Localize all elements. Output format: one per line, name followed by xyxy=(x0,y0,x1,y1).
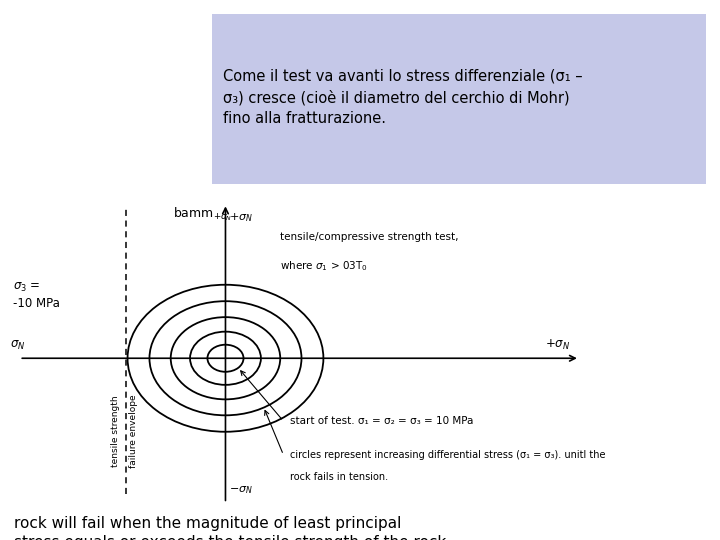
Text: rock fails in tension.: rock fails in tension. xyxy=(290,472,388,482)
Text: Come il test va avanti lo stress differenziale (σ₁ –
σ₃) cresce (cioè il diametr: Come il test va avanti lo stress differe… xyxy=(223,69,582,126)
Text: $\sigma_3$ =
-10 MPa: $\sigma_3$ = -10 MPa xyxy=(13,281,60,310)
Text: bamm$_{+\sigma_N}$: bamm$_{+\sigma_N}$ xyxy=(173,206,232,224)
Text: circles represent increasing differential stress (σ₁ = σ₃). unitl the: circles represent increasing differentia… xyxy=(290,450,606,460)
Text: failure envelope: failure envelope xyxy=(129,394,138,468)
Text: tensile strength: tensile strength xyxy=(112,395,120,467)
Text: rock will fail when the magnitude of least principal
stress equals or exceeds th: rock will fail when the magnitude of lea… xyxy=(14,516,451,540)
Text: $-\sigma_N$: $-\sigma_N$ xyxy=(230,484,253,496)
Text: tensile/compressive strength test,: tensile/compressive strength test, xyxy=(280,232,459,242)
Text: start of test. σ₁ = σ₂ = σ₃ = 10 MPa: start of test. σ₁ = σ₂ = σ₃ = 10 MPa xyxy=(290,416,473,426)
Text: where $\sigma_1$ > 03T$_0$: where $\sigma_1$ > 03T$_0$ xyxy=(280,260,368,273)
Text: $+\sigma_N$: $+\sigma_N$ xyxy=(230,211,253,224)
Text: $+\sigma_N$: $+\sigma_N$ xyxy=(545,339,570,353)
Text: $\sigma_N$: $\sigma_N$ xyxy=(9,339,25,353)
